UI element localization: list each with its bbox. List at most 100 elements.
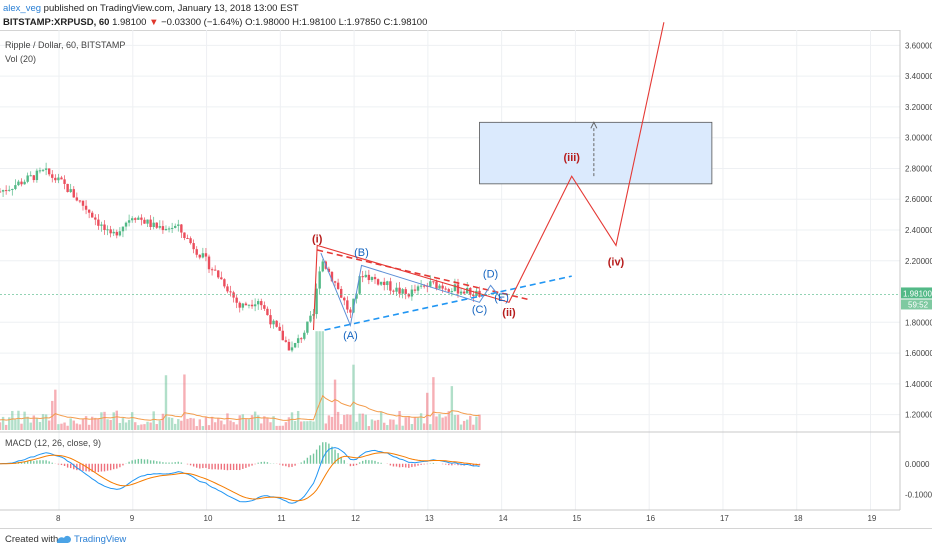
candle-body [47,168,51,175]
wave-label: (B) [354,247,369,259]
candle-body [75,197,79,201]
volume-bar [426,392,429,430]
volume-bar [422,423,426,430]
volume-bar [395,424,398,430]
volume-bar [207,425,211,430]
volume-bar [312,421,315,430]
volume-bar [210,416,214,430]
candle-body [287,341,291,351]
candle-body [303,332,306,339]
volume-bar [447,411,450,430]
volume-bar [127,419,131,430]
candle-body [174,225,177,228]
candle-body [134,218,137,220]
candle-body [309,315,312,322]
volume-bar [100,412,103,430]
candle-body [164,228,168,231]
candle-body [312,314,315,316]
candle-body [373,277,377,280]
candle-body [35,170,39,181]
volume-bar [419,413,423,430]
volume-bar [296,410,300,430]
candle-body [367,274,371,281]
volume-bar [466,419,469,430]
x-tick-label: 9 [130,514,135,523]
close-value: 1.98100 [393,17,428,28]
candle-body [306,321,309,333]
created-with: Created with [5,534,59,545]
volume-bar [23,411,26,430]
chart-header: alex_veg published on TradingView.com, J… [0,0,932,30]
candle-body [232,292,235,298]
candle-body [296,338,300,343]
volume-bar [124,422,128,430]
candle-body [189,238,192,244]
wave-label: (iv) [608,256,625,268]
y-tick-label: 1.40000 [905,380,932,389]
open-value: 1.98000 [255,17,290,28]
candle-body [198,254,201,258]
volume-bar [330,416,334,430]
down-arrow-icon: ▼ [149,17,159,28]
volume-bar [134,422,137,430]
candle-body [429,281,432,287]
candle-body [453,284,457,292]
volume-bar [204,417,208,430]
volume-bar [17,410,20,430]
macd-tick-label: -0.1000 [905,491,932,500]
y-tick-label: 2.80000 [905,164,932,173]
candle-body [32,175,36,181]
candle-body [195,249,198,255]
x-tick-label: 8 [56,514,61,523]
candle-body [158,226,162,228]
volume-bar [8,417,11,430]
volume-bar [367,426,371,430]
volume-bar [118,422,122,430]
candle-body [315,288,318,315]
candle-body [435,281,438,289]
target-arrow-head [590,121,598,129]
candle-body [247,304,251,306]
candle-body [94,217,97,220]
tradingview-link[interactable]: TradingView [74,534,127,545]
volume-bar [370,419,374,430]
candle-body [66,183,69,193]
price-chart[interactable]: (i) (ii) (iii) (iv) (A) (B) (C) (D) (E) 1.98100 59… [0,0,932,528]
candle-body [72,189,75,198]
volume-bar [361,413,364,430]
last-price: 1.98100 [112,17,147,28]
footer: Created with TradingView [0,528,932,551]
volume-bar [140,424,143,430]
volume-bar [432,377,435,430]
volume-bar [66,425,69,430]
volume-bar [355,421,358,430]
chart-area-border [0,30,900,511]
axes: 3.60000 3.40000 3.20000 3.00000 2.80000 2.600… [0,30,932,523]
candle-body [321,261,324,272]
author-link[interactable]: alex_veg [3,3,42,14]
volume-bar [478,414,481,430]
candle-body [44,168,48,170]
volume-bar [266,417,269,430]
legend-panel: Ripple / Dollar, 60, BITSTAMP Vol (20) [5,38,125,66]
candle-body [4,190,8,192]
candle-body [14,185,17,189]
candle-body [0,191,2,193]
volume-bar [352,364,355,430]
y-tick-label: 1.80000 [905,318,932,327]
volume-bar [41,414,45,430]
candle-body [450,291,454,293]
price-change: −0.03300 (−1.64%) [161,17,243,28]
candle-body [462,291,466,294]
volume-bar [349,414,352,430]
candle-body [121,226,125,232]
candle-body [152,222,155,228]
candle-body [170,227,174,229]
volume-bar [389,419,392,430]
volume-bar [250,415,254,430]
candle-body [422,285,426,287]
volume-bar [69,418,72,430]
volume-bar [170,417,174,430]
volume-bar [57,424,60,430]
volume-bar [373,420,377,430]
